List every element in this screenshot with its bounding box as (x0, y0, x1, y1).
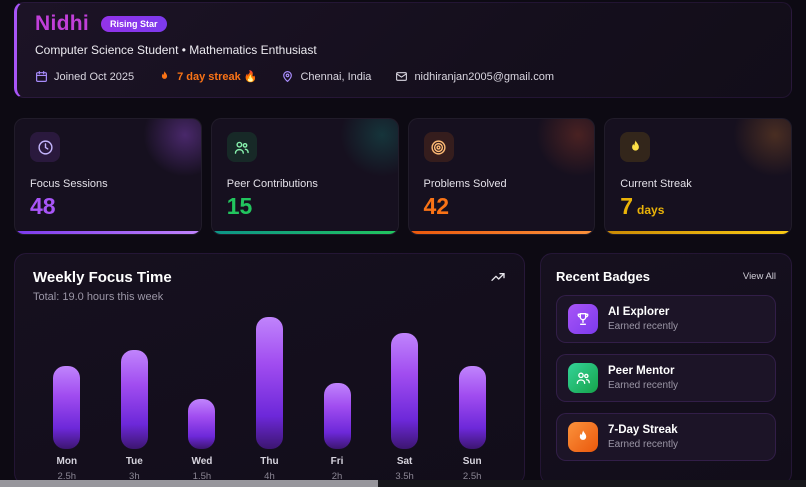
x-tick-label: Mon (56, 456, 78, 467)
badge-item-ai-explorer[interactable]: AI Explorer Earned recently (556, 295, 776, 343)
accent-strip (15, 231, 201, 234)
flame-icon (158, 70, 171, 83)
stat-label: Focus Sessions (30, 178, 108, 190)
stats-row: Focus Sessions 48 Peer Contributions 15 … (14, 118, 792, 235)
value-label: 4h (264, 471, 275, 482)
location-label: Chennai, India (300, 70, 372, 83)
value-label: 1.5h (192, 471, 212, 482)
mail-icon (395, 70, 408, 83)
decorative-blob (142, 119, 201, 177)
badges-title: Recent Badges (556, 269, 650, 284)
bar-sat (391, 333, 419, 449)
badge-item-7-day-streak[interactable]: 7-Day Streak Earned recently (556, 413, 776, 461)
badge-item-peer-mentor[interactable]: Peer Mentor Earned recently (556, 354, 776, 402)
email-meta: nidhiranjan2005@gmail.com (395, 70, 554, 83)
bar-mon (53, 366, 81, 449)
stat-card-focus-sessions: Focus Sessions 48 (14, 118, 202, 235)
target-icon (423, 132, 454, 162)
value-label: 2.5h (57, 471, 77, 482)
bar-tue (120, 350, 148, 449)
value-label: 3h (129, 471, 140, 482)
x-tick-label: Wed (191, 456, 213, 467)
bar-thu (255, 317, 283, 449)
recent-badges-panel: Recent Badges View All AI Explorer Earne… (540, 253, 792, 485)
profile-meta-row: Joined Oct 2025 7 day streak 🔥 Chennai, … (35, 70, 773, 83)
bar-fri (323, 383, 351, 449)
decorative-blob (733, 119, 792, 177)
badge-status: Earned recently (608, 380, 679, 391)
stat-label: Current Streak (620, 178, 692, 190)
stat-unit: days (637, 203, 665, 217)
flame-icon (568, 422, 598, 452)
bar-chart-labels: Mon 2.5h Tue 3h Wed 1.5h Thu 4h Fri 2h Sat 3.5… (33, 456, 506, 482)
users-icon (226, 132, 257, 162)
stat-label: Problems Solved (423, 178, 507, 190)
stat-value: 15 (226, 193, 253, 219)
location-meta: Chennai, India (281, 70, 371, 83)
streak-label: 7 day streak 🔥 (177, 71, 258, 83)
bar-wed (188, 399, 216, 449)
value-label: 2h (331, 471, 343, 482)
badge-name: Peer Mentor (608, 365, 675, 377)
badge-name: 7-Day Streak (608, 424, 678, 436)
profile-subtitle: Computer Science Student • Mathematics E… (35, 43, 317, 57)
value-label: 3.5h (395, 471, 414, 482)
badge-name: AI Explorer (608, 306, 670, 318)
stat-card-current-streak: Current Streak 7 days (604, 118, 792, 235)
profile-card: Nidhi Rising Star Computer Science Stude… (14, 2, 792, 98)
flame-icon (620, 132, 651, 162)
horizontal-scrollbar[interactable] (0, 480, 806, 487)
stat-label: Peer Contributions (226, 178, 318, 190)
bar-sun (458, 366, 486, 449)
badge-status: Earned recently (608, 321, 679, 332)
bar-chart (33, 313, 506, 449)
stat-card-problems-solved: Problems Solved 42 (407, 118, 596, 235)
view-all-link[interactable]: View All (742, 271, 776, 282)
joined-date: Joined Oct 2025 (35, 70, 134, 83)
email-label: nidhiranjan2005@gmail.com (414, 70, 555, 83)
badge-status: Earned recently (608, 439, 679, 450)
x-tick-label: Fri (330, 456, 344, 467)
stat-value: 7 (620, 193, 634, 219)
users-icon (568, 363, 598, 393)
accent-strip (605, 231, 791, 234)
value-label: 2.5h (462, 471, 482, 482)
x-tick-label: Tue (125, 456, 143, 467)
chart-subtitle: Total: 19.0 hours this week (33, 291, 164, 303)
horizontal-scrollbar-thumb[interactable] (0, 480, 378, 487)
x-tick-label: Sun (462, 456, 482, 467)
decorative-blob (339, 119, 398, 177)
chart-title: Weekly Focus Time (33, 269, 172, 286)
x-tick-label: Sat (396, 456, 413, 467)
trend-up-icon (490, 269, 506, 285)
location-pin-icon (281, 70, 294, 83)
profile-name: Nidhi (35, 12, 89, 35)
stat-card-peer-contributions: Peer Contributions 15 (210, 118, 399, 235)
streak-meta: 7 day streak 🔥 (158, 70, 257, 83)
clock-icon (30, 132, 60, 162)
weekly-focus-time-panel: Weekly Focus Time Total: 19.0 hours this… (14, 253, 525, 485)
x-tick-label: Thu (260, 456, 279, 467)
decorative-blob (536, 119, 595, 177)
rising-star-badge: Rising Star (101, 16, 167, 32)
accent-strip (408, 231, 595, 234)
calendar-icon (35, 70, 48, 83)
joined-date-label: Joined Oct 2025 (54, 70, 135, 83)
accent-strip (211, 231, 398, 234)
trophy-icon (568, 304, 598, 334)
stat-value: 42 (423, 193, 450, 219)
stat-value: 48 (30, 193, 56, 219)
